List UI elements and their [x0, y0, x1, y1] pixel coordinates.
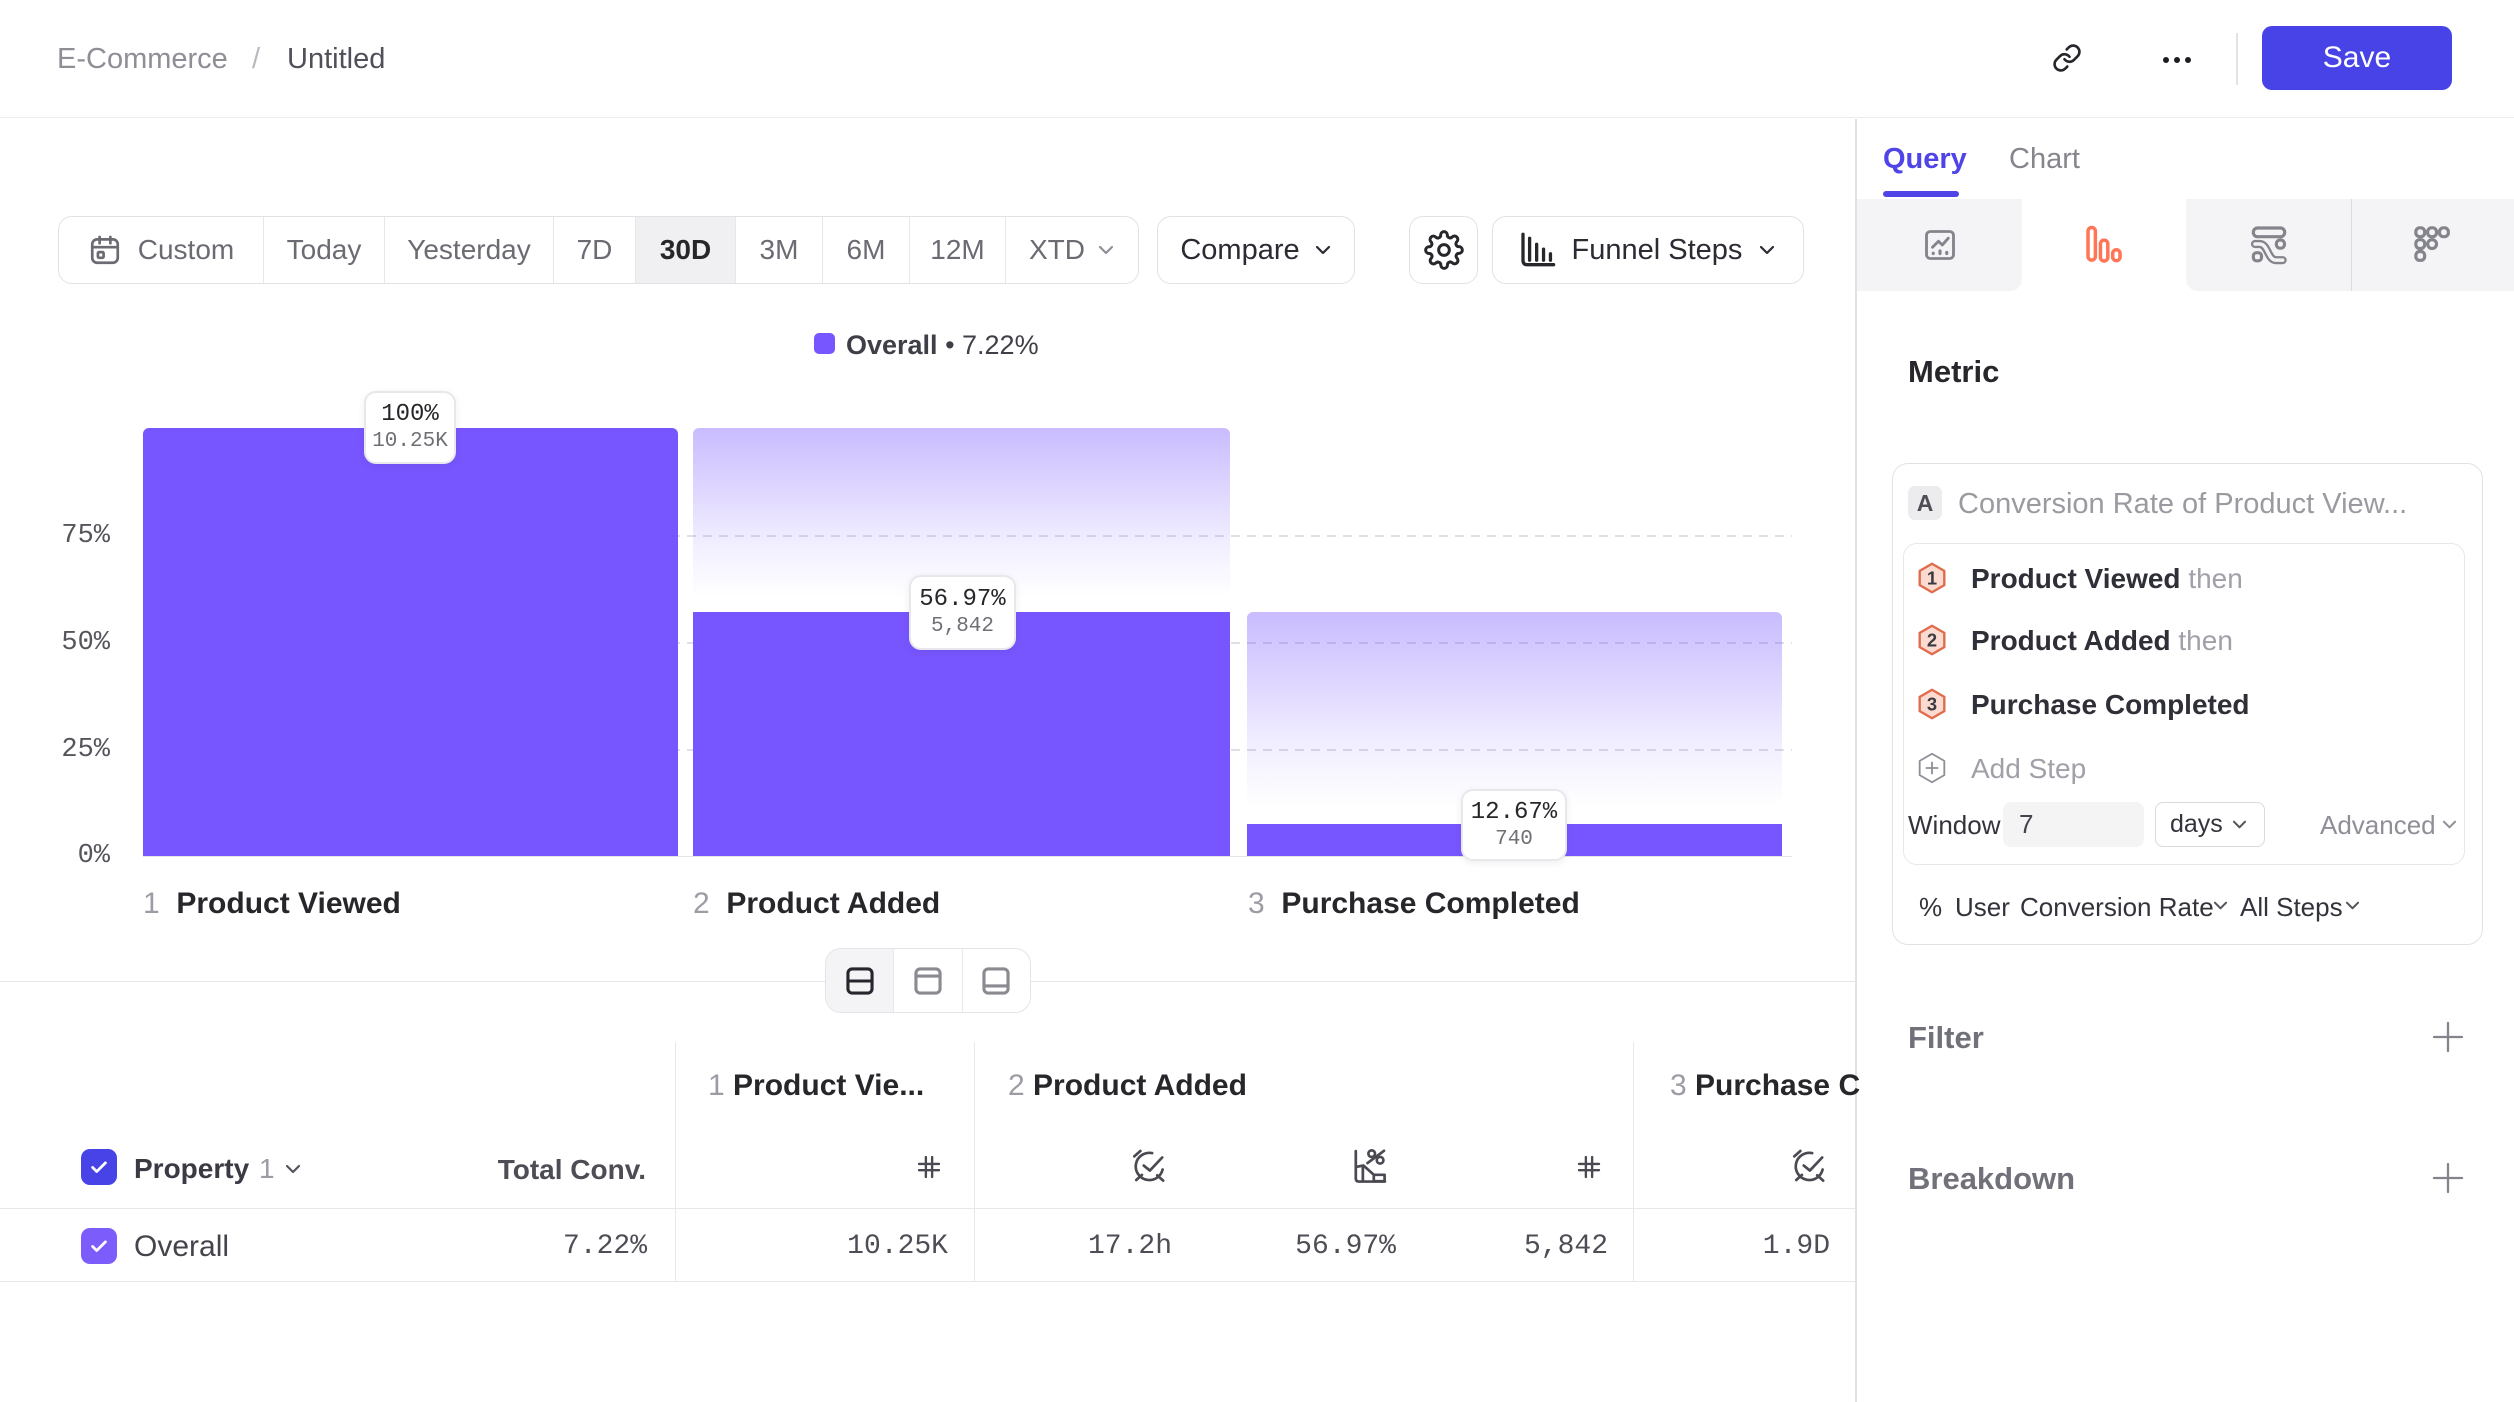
svg-text:3: 3 — [1927, 693, 1937, 714]
svg-text:2: 2 — [1927, 629, 1937, 650]
svg-text:1: 1 — [1927, 567, 1937, 588]
